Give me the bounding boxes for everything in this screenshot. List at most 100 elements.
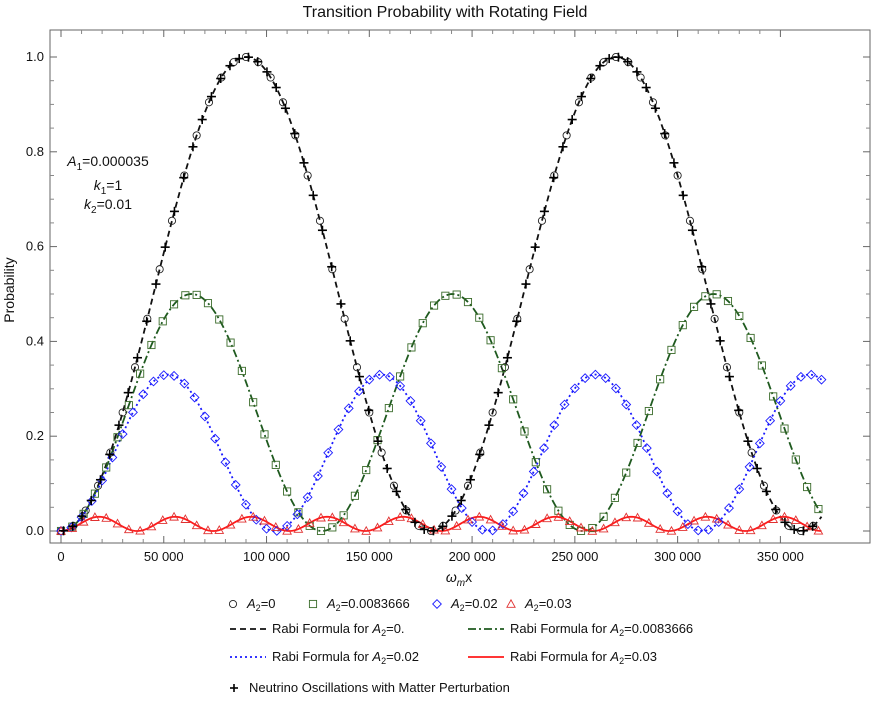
- x-tick-label: 300 000: [654, 549, 701, 564]
- point-nu: [687, 225, 697, 235]
- point-a00837: [384, 404, 393, 413]
- point-a00837: [136, 369, 145, 378]
- point-a0: [352, 363, 362, 372]
- point-a003: [417, 519, 428, 528]
- point-a003: [643, 517, 654, 527]
- point-a00837: [633, 438, 642, 447]
- point-a003: [180, 514, 191, 523]
- point-a00837: [249, 398, 258, 407]
- point-nu: [95, 475, 105, 485]
- point-nu: [428, 526, 438, 536]
- point-a002: [354, 386, 364, 397]
- point-nu: [530, 242, 540, 252]
- point-nu: [549, 173, 559, 183]
- point-a00837: [644, 406, 653, 416]
- point-a003: [723, 519, 733, 529]
- curve-r003: [60, 515, 822, 532]
- point-nu: [539, 206, 549, 216]
- point-a003: [768, 514, 779, 523]
- point-a00837: [497, 364, 506, 373]
- curve-r002: [60, 373, 823, 532]
- point-a002: [456, 503, 467, 514]
- point-a002: [754, 438, 765, 449]
- point-nu: [317, 225, 327, 235]
- legend-marker-a002: [432, 599, 442, 609]
- point-a00837: [350, 491, 359, 500]
- point-a003: [135, 525, 146, 535]
- x-tick-label: 200 000: [449, 549, 496, 564]
- point-a00837: [531, 458, 540, 467]
- point-nu: [761, 486, 771, 496]
- point-a002: [302, 492, 313, 503]
- point-a002: [374, 369, 385, 380]
- point-nu: [299, 158, 309, 168]
- point-a003: [90, 512, 100, 521]
- point-nu: [697, 262, 707, 272]
- point-a00837: [803, 482, 812, 492]
- y-tick-label: 1.0: [26, 49, 44, 64]
- point-a003: [169, 511, 179, 521]
- point-nu: [558, 142, 568, 152]
- point-a003: [813, 525, 824, 535]
- point-nu: [77, 511, 87, 521]
- point-nu: [58, 526, 68, 536]
- point-a003: [756, 520, 767, 530]
- point-a00837: [396, 372, 405, 381]
- point-nu: [456, 495, 466, 505]
- point-nu: [419, 524, 429, 534]
- point-a002: [241, 499, 251, 510]
- point-a0: [562, 131, 571, 140]
- point-a00837: [701, 292, 710, 301]
- point-a003: [598, 523, 609, 533]
- point-a00837: [791, 455, 800, 464]
- point-nu: [327, 262, 337, 272]
- point-a003: [485, 514, 496, 524]
- point-a00837: [463, 298, 473, 307]
- point-a0: [636, 73, 645, 82]
- point-a003: [689, 515, 699, 525]
- point-a0: [574, 98, 584, 107]
- point-a003: [101, 512, 112, 522]
- point-nu: [280, 103, 290, 113]
- point-a002: [282, 520, 293, 531]
- point-a0: [685, 216, 695, 225]
- point-nu: [669, 158, 679, 168]
- point-a00837: [90, 489, 99, 498]
- point-nu: [632, 67, 642, 77]
- point-a0: [537, 216, 547, 225]
- point-a00837: [520, 427, 529, 436]
- point-a00837: [588, 524, 597, 533]
- point-a002: [138, 389, 149, 400]
- point-a0: [488, 408, 497, 417]
- point-a0: [303, 171, 312, 180]
- point-a002: [426, 438, 436, 449]
- point-a003: [112, 518, 123, 528]
- legend-label-a00837: A2=0.0083666: [326, 596, 410, 613]
- point-a00837: [690, 302, 699, 311]
- point-nu: [447, 511, 457, 521]
- point-a003: [496, 520, 507, 530]
- point-a002: [518, 488, 529, 499]
- point-a002: [343, 403, 354, 414]
- y-axis-title: Probability: [1, 257, 17, 322]
- point-a003: [790, 515, 801, 524]
- point-a002: [405, 395, 416, 406]
- point-a00837: [486, 336, 495, 345]
- parameter-1: k1=1: [94, 177, 123, 197]
- point-nu: [382, 463, 392, 473]
- point-a002: [179, 378, 190, 389]
- point-a00837: [475, 313, 484, 322]
- point-nu: [465, 475, 475, 485]
- point-nu: [475, 449, 485, 459]
- point-a0: [204, 98, 214, 107]
- point-nu: [798, 526, 808, 536]
- point-a002: [395, 380, 406, 391]
- point-nu: [262, 67, 272, 77]
- point-nu: [771, 504, 781, 514]
- point-a003: [508, 525, 519, 535]
- point-a002: [436, 461, 447, 472]
- point-a002: [446, 484, 457, 495]
- legend-marker-a0: [228, 599, 238, 609]
- point-a0: [525, 265, 534, 274]
- point-nu: [225, 61, 235, 71]
